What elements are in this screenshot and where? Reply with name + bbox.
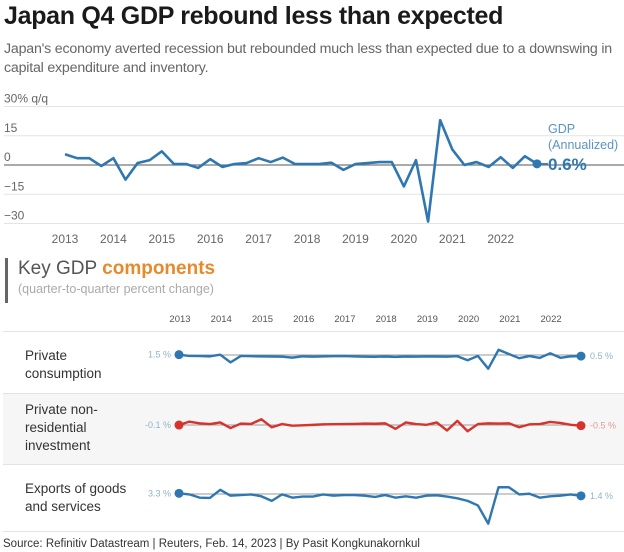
main-x-tick-labels: 2013 2014 2015 2016 2017 2018 2019 2020 2021 2022 xyxy=(52,232,515,246)
component-series-line xyxy=(178,348,582,370)
components-x-tick-label: 2017 xyxy=(334,314,355,325)
components-section-header: Key GDP components (quarter-to-quarter p… xyxy=(5,258,215,303)
gdp-series-label: GDP xyxy=(548,122,575,136)
components-x-tick-label: 2014 xyxy=(211,314,232,325)
component-label-line: investment xyxy=(25,438,91,453)
component-label-line: residential xyxy=(25,420,87,435)
x-tick-label: 2013 xyxy=(52,232,79,246)
component-series-2: 3.3 % 1.4 % xyxy=(148,486,613,525)
source-note: Source: Refinitiv Datastream | Reuters, … xyxy=(3,538,420,550)
components-x-tick-label: 2019 xyxy=(417,314,438,325)
components-x-tick-label: 2018 xyxy=(376,314,397,325)
component-series-line xyxy=(178,486,582,525)
component-label-line: Private xyxy=(25,348,68,363)
component-start-value-label: 3.3 % xyxy=(148,488,171,498)
y-tick-label: −30 xyxy=(4,209,25,223)
components-subtitle: (quarter-to-quarter percent change) xyxy=(18,282,214,296)
component-first-point-marker xyxy=(174,488,184,498)
y-tick-label: −15 xyxy=(4,179,25,193)
component-end-value-label: 0.5 % xyxy=(590,351,613,361)
component-first-point-marker xyxy=(174,420,184,430)
y-tick-label: 0 xyxy=(4,150,11,164)
component-label: Private non- residential investment xyxy=(25,401,98,455)
component-label: Exports of goods and services xyxy=(25,480,126,516)
x-tick-label: 2015 xyxy=(148,232,175,246)
components-x-tick-label: 2021 xyxy=(499,314,520,325)
gdp-last-value-label: 0.6% xyxy=(548,155,587,174)
components-title: Key GDP components xyxy=(18,258,215,280)
main-y-tick-labels: 30% q/q 15 0 −15 −30 xyxy=(4,92,48,223)
x-tick-label: 2019 xyxy=(342,232,369,246)
component-row-private-consumption: Private consumption xyxy=(3,332,624,393)
component-last-point-marker xyxy=(576,491,586,501)
chart-subtitle: Japan's economy averted recession but re… xyxy=(4,41,612,76)
components-x-tick-label: 2020 xyxy=(458,314,479,325)
gdp-series-label-qualifier: (Annualized) xyxy=(548,138,618,152)
component-last-point-marker xyxy=(576,421,586,431)
gdp-series-line xyxy=(64,118,538,223)
component-row-private-investment: Private non- residential investment xyxy=(3,394,624,464)
component-end-value-label: -0.5 % xyxy=(590,421,616,431)
component-label-line: and services xyxy=(25,499,101,514)
x-tick-label: 2022 xyxy=(487,232,514,246)
components-x-tick-label: 2022 xyxy=(541,314,562,325)
x-tick-label: 2014 xyxy=(100,232,127,246)
x-tick-label: 2021 xyxy=(439,232,466,246)
component-label-line: Private non- xyxy=(25,402,98,417)
component-last-point-marker xyxy=(576,351,586,361)
component-row-exports: Exports of goods and services xyxy=(3,465,624,531)
component-start-value-label: -0.1 % xyxy=(145,420,171,430)
row-divider xyxy=(3,464,624,465)
x-tick-label: 2018 xyxy=(294,232,321,246)
chart-title: Japan Q4 GDP rebound less than expected xyxy=(4,2,504,30)
footer-divider xyxy=(3,531,624,532)
component-label-line: consumption xyxy=(25,366,102,381)
component-first-point-marker xyxy=(174,350,184,360)
y-tick-label: 30% q/q xyxy=(4,92,48,106)
component-start-value-label: 1.5 % xyxy=(148,350,171,360)
component-series-0: 1.5 % 0.5 % xyxy=(148,348,613,370)
x-tick-label: 2020 xyxy=(391,232,418,246)
components-x-tick-label: 2013 xyxy=(169,314,190,325)
components-x-tick-label: 2016 xyxy=(293,314,314,325)
components-x-axis: 2013 2014 2015 2016 2017 2018 2019 2020 2021 2022 xyxy=(169,314,562,325)
row-divider xyxy=(3,393,624,394)
x-tick-label: 2016 xyxy=(197,232,224,246)
component-label: Private consumption xyxy=(25,347,102,383)
component-label-line: Exports of goods xyxy=(25,481,127,496)
components-x-tick-label: 2015 xyxy=(252,314,273,325)
component-series-line xyxy=(178,418,582,433)
components-sparklines: 1.5 % 0.5 % -0.1 % -0.5 % 3.3 % 1.4 % xyxy=(145,348,616,525)
components-axis-divider xyxy=(3,331,624,332)
x-tick-label: 2017 xyxy=(245,232,272,246)
component-series-1: -0.1 % -0.5 % xyxy=(145,418,616,433)
component-end-value-label: 1.4 % xyxy=(590,491,613,501)
y-tick-label: 15 xyxy=(4,121,18,135)
components-title-plain: Key GDP xyxy=(18,258,103,279)
components-title-accent: components xyxy=(102,258,216,279)
